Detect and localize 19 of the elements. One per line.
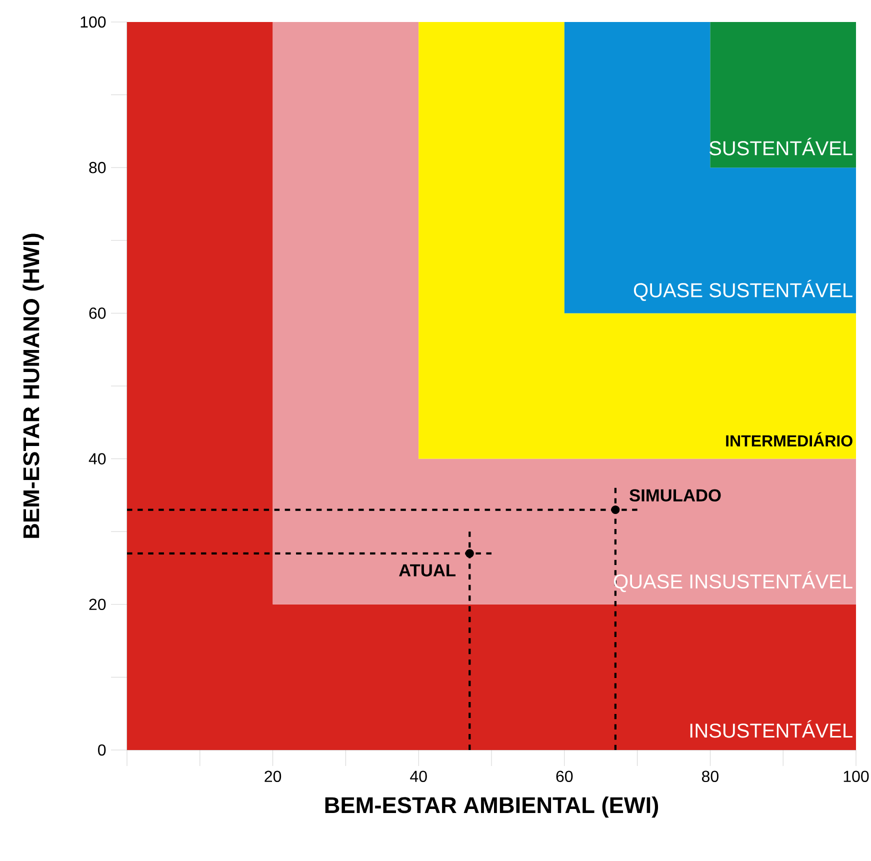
series-label: SIMULADO [630, 489, 721, 502]
series-label: QUASE SUSTENTÁVEL [634, 280, 852, 301]
x-tick-label: 100 [844, 770, 869, 782]
y-tick-label: 100 [80, 16, 106, 28]
series-label: QUASE INSUSTENTÁVEL [614, 571, 852, 592]
y-tick-label: 60 [89, 308, 106, 319]
x-tick-label: 60 [556, 770, 573, 782]
y-axis-title: BEM-ESTAR HUMANO (HWI) [22, 234, 44, 538]
series-label: ATUAL [399, 564, 456, 576]
y-tick-label: 80 [89, 162, 106, 174]
x-tick-label: 80 [702, 770, 718, 782]
x-tick-label: 40 [410, 770, 427, 782]
y-tick-label: 40 [88, 453, 106, 464]
series-label: INSUSTENTÁVEL [690, 720, 852, 738]
x-tick-label: 20 [264, 770, 282, 782]
y-tick-label: 0 [98, 744, 106, 756]
x-axis-title: BEM-ESTAR AMBIENTAL (EWI) [325, 796, 658, 818]
y-tick-label: 20 [89, 598, 106, 610]
series-label: INTERMEDIÁRIO [726, 432, 852, 447]
